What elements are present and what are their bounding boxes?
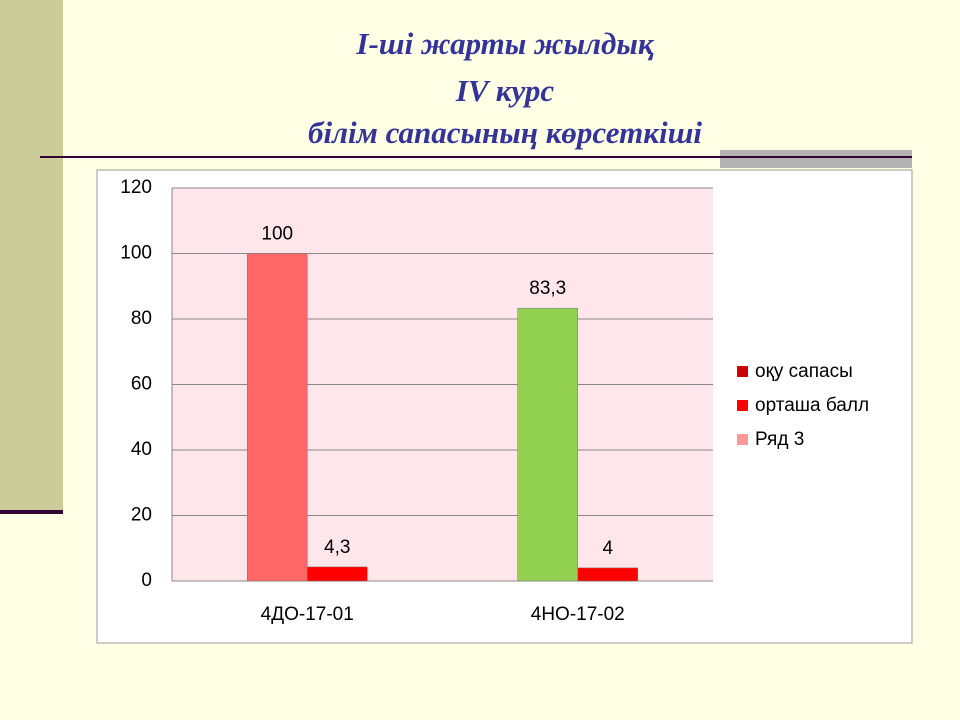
legend-label: орташа балл: [755, 395, 869, 416]
y-tick-label: 120: [120, 177, 152, 198]
value-label: 4: [602, 538, 613, 559]
legend-marker: [737, 434, 748, 445]
y-tick-label: 60: [131, 374, 152, 395]
x-tick-label: 4ДО-17-01: [261, 604, 354, 625]
y-tick-label: 80: [131, 308, 152, 329]
y-tick-label: 20: [131, 505, 152, 526]
bar: [517, 307, 578, 582]
legend-label: оқу сапасы: [755, 361, 853, 382]
bar: [577, 567, 638, 582]
accent-block: [720, 150, 912, 168]
title-line: I-ші жарты жылдық: [355, 26, 654, 61]
bar: [307, 566, 368, 582]
y-tick-label: 40: [131, 439, 152, 460]
title-line: IV курс: [455, 73, 554, 108]
x-tick-label: 4НО-17-02: [531, 604, 625, 625]
side-bar: [0, 0, 63, 510]
legend-label: Ряд 3: [755, 429, 804, 450]
value-label: 83,3: [529, 278, 566, 299]
value-label: 100: [261, 224, 293, 245]
y-tick-label: 100: [120, 243, 152, 264]
bar: [247, 253, 308, 582]
value-label: 4,3: [324, 537, 350, 558]
legend-marker: [737, 400, 748, 411]
y-tick-label: 0: [141, 570, 152, 591]
legend-marker: [737, 366, 748, 377]
title-line: білім сапасының көрсеткіші: [308, 115, 702, 150]
